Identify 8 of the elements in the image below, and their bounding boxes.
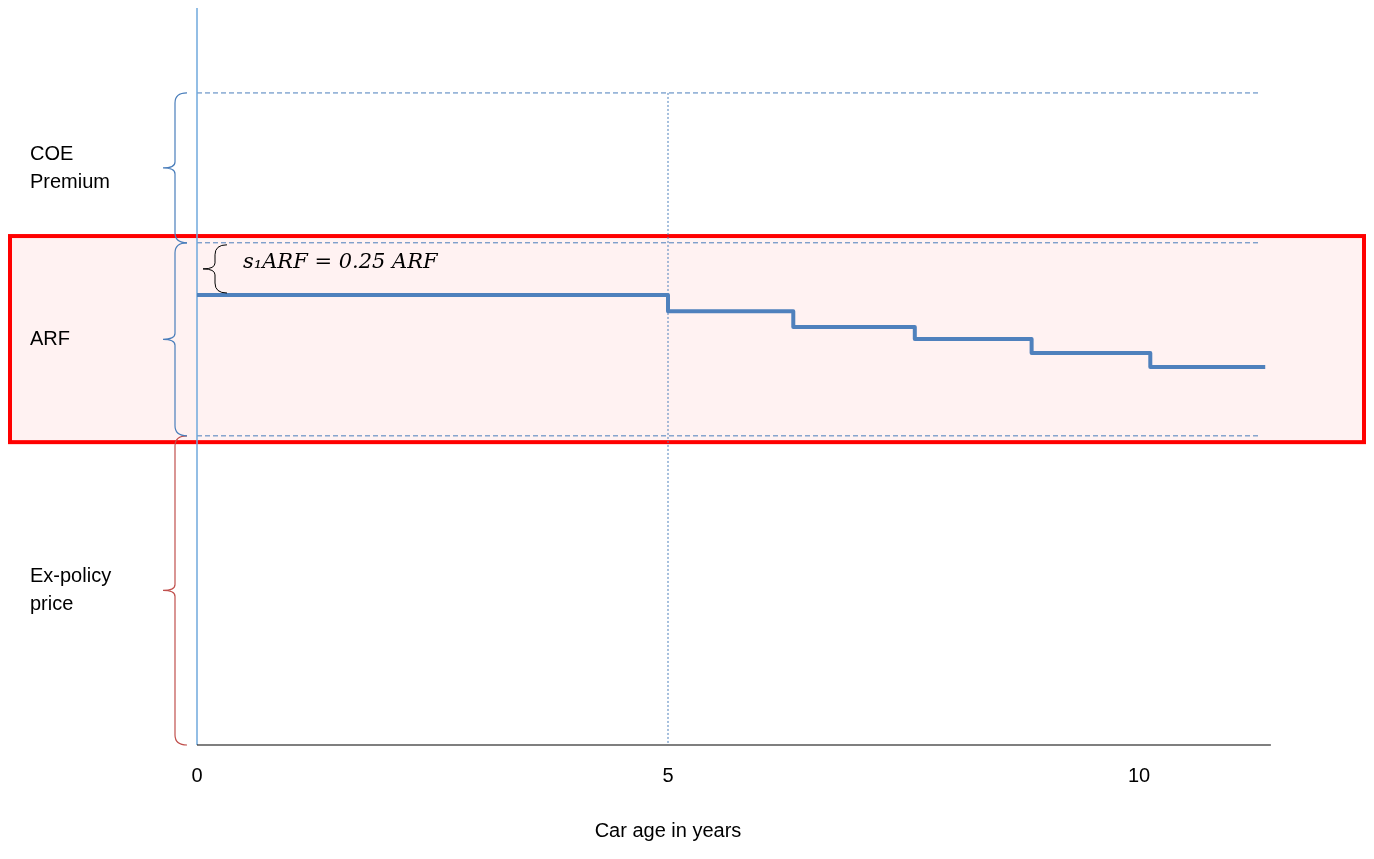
- text: COE Premium: [30, 141, 111, 192]
- x-axis-title: Car age in years: [594, 819, 742, 841]
- text: s₁ARF = 0.25 ARF: [243, 248, 440, 273]
- x-tick-label: 0: [191, 764, 203, 786]
- text: Ex-policy price: [30, 564, 112, 615]
- x-tick-label: 10: [1127, 764, 1151, 786]
- x-tick-label: 5: [662, 764, 674, 786]
- text: ARF: [30, 327, 70, 350]
